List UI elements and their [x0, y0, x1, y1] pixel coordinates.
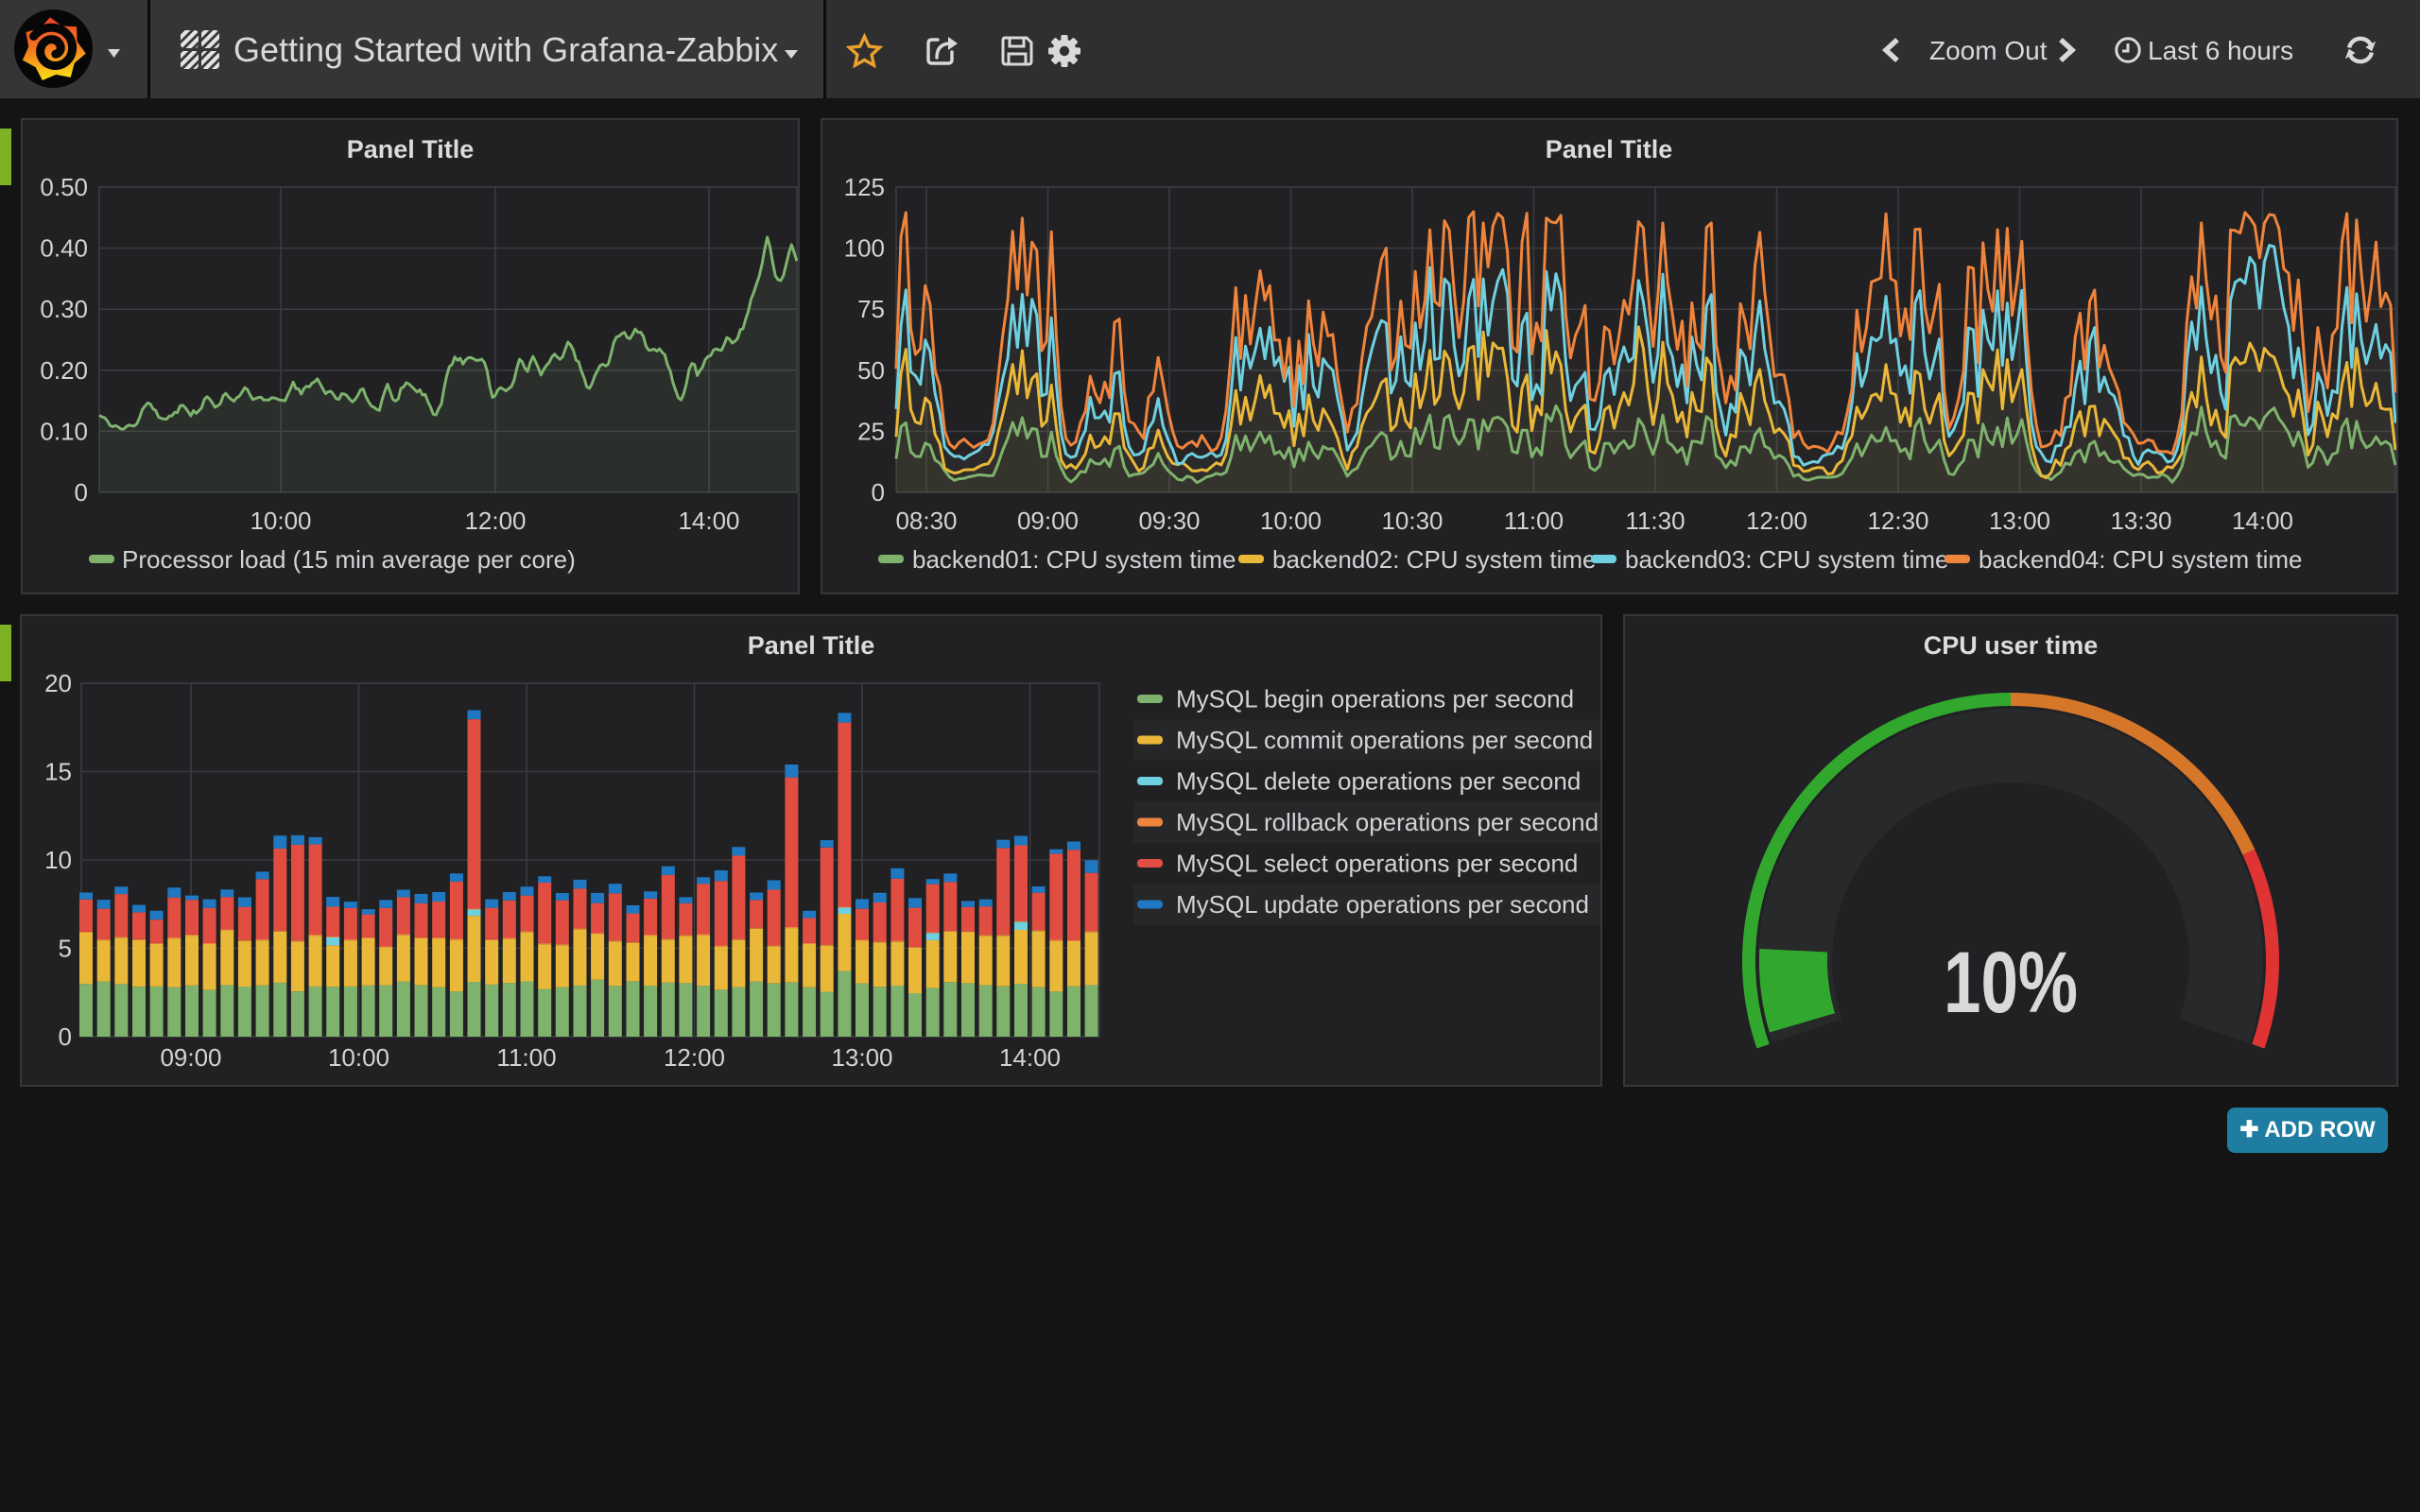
svg-text:13:00: 13:00 — [831, 1043, 892, 1072]
svg-text:MySQL update operations per se: MySQL update operations per second — [1176, 890, 1589, 919]
svg-text:11:00: 11:00 — [496, 1043, 556, 1072]
svg-text:12:30: 12:30 — [1867, 507, 1928, 535]
svg-text:100: 100 — [844, 234, 885, 263]
svg-text:12:00: 12:00 — [1746, 507, 1807, 535]
svg-text:08:30: 08:30 — [895, 507, 957, 535]
svg-text:0.50: 0.50 — [40, 173, 88, 201]
svg-text:Getting Started with Grafana-Z: Getting Started with Grafana-Zabbix — [233, 30, 778, 69]
svg-text:75: 75 — [857, 295, 885, 323]
svg-text:0.40: 0.40 — [40, 234, 88, 263]
svg-text:0: 0 — [59, 1022, 72, 1051]
svg-text:Panel Title: Panel Title — [748, 631, 875, 660]
svg-text:0.10: 0.10 — [40, 417, 88, 445]
svg-text:0.20: 0.20 — [40, 356, 88, 385]
svg-text:14:00: 14:00 — [999, 1043, 1061, 1072]
svg-text:10:00: 10:00 — [250, 507, 311, 535]
svg-text:10:00: 10:00 — [328, 1043, 389, 1072]
svg-text:backend01: CPU system time: backend01: CPU system time — [912, 545, 1236, 574]
svg-text:MySQL rollback operations per: MySQL rollback operations per second — [1176, 808, 1599, 836]
svg-text:25: 25 — [857, 417, 885, 445]
svg-text:Last 6 hours: Last 6 hours — [2148, 36, 2293, 65]
svg-text:13:30: 13:30 — [2110, 507, 2171, 535]
svg-text:15: 15 — [44, 758, 72, 786]
svg-text:5: 5 — [59, 935, 72, 963]
svg-text:14:00: 14:00 — [678, 507, 739, 535]
svg-text:50: 50 — [857, 356, 885, 385]
svg-text:12:00: 12:00 — [664, 1043, 725, 1072]
svg-text:MySQL delete operations per se: MySQL delete operations per second — [1176, 767, 1581, 796]
svg-text:Panel Title: Panel Title — [1546, 135, 1673, 163]
svg-text:backend03: CPU system time: backend03: CPU system time — [1625, 545, 1948, 574]
svg-text:12:00: 12:00 — [464, 507, 526, 535]
svg-text:backend04: CPU system time: backend04: CPU system time — [1979, 545, 2302, 574]
svg-text:125: 125 — [844, 173, 885, 201]
svg-text:09:00: 09:00 — [160, 1043, 221, 1072]
svg-text:10: 10 — [44, 846, 72, 874]
svg-text:0.30: 0.30 — [40, 295, 88, 323]
svg-text:11:30: 11:30 — [1625, 507, 1685, 535]
svg-text:10:00: 10:00 — [1260, 507, 1322, 535]
svg-text:MySQL begin operations per sec: MySQL begin operations per second — [1176, 685, 1574, 713]
svg-text:MySQL commit operations per se: MySQL commit operations per second — [1176, 726, 1593, 754]
svg-text:MySQL select operations per se: MySQL select operations per second — [1176, 850, 1578, 878]
svg-text:09:00: 09:00 — [1017, 507, 1079, 535]
svg-text:Zoom Out: Zoom Out — [1929, 36, 2048, 65]
svg-text:backend02: CPU system time: backend02: CPU system time — [1272, 545, 1596, 574]
svg-text:10:30: 10:30 — [1381, 507, 1443, 535]
svg-text:20: 20 — [44, 669, 72, 697]
svg-text:0: 0 — [75, 478, 88, 507]
svg-text:14:00: 14:00 — [2232, 507, 2293, 535]
svg-text:10%: 10% — [1944, 935, 2078, 1031]
svg-text:09:30: 09:30 — [1138, 507, 1200, 535]
svg-text:11:00: 11:00 — [1504, 507, 1564, 535]
svg-text:13:00: 13:00 — [1989, 507, 2050, 535]
svg-text:0: 0 — [872, 478, 885, 507]
svg-text:Processor load (15 min average: Processor load (15 min average per core) — [122, 545, 576, 574]
svg-text:Panel Title: Panel Title — [347, 135, 475, 163]
svg-text:CPU user time: CPU user time — [1924, 631, 2099, 660]
